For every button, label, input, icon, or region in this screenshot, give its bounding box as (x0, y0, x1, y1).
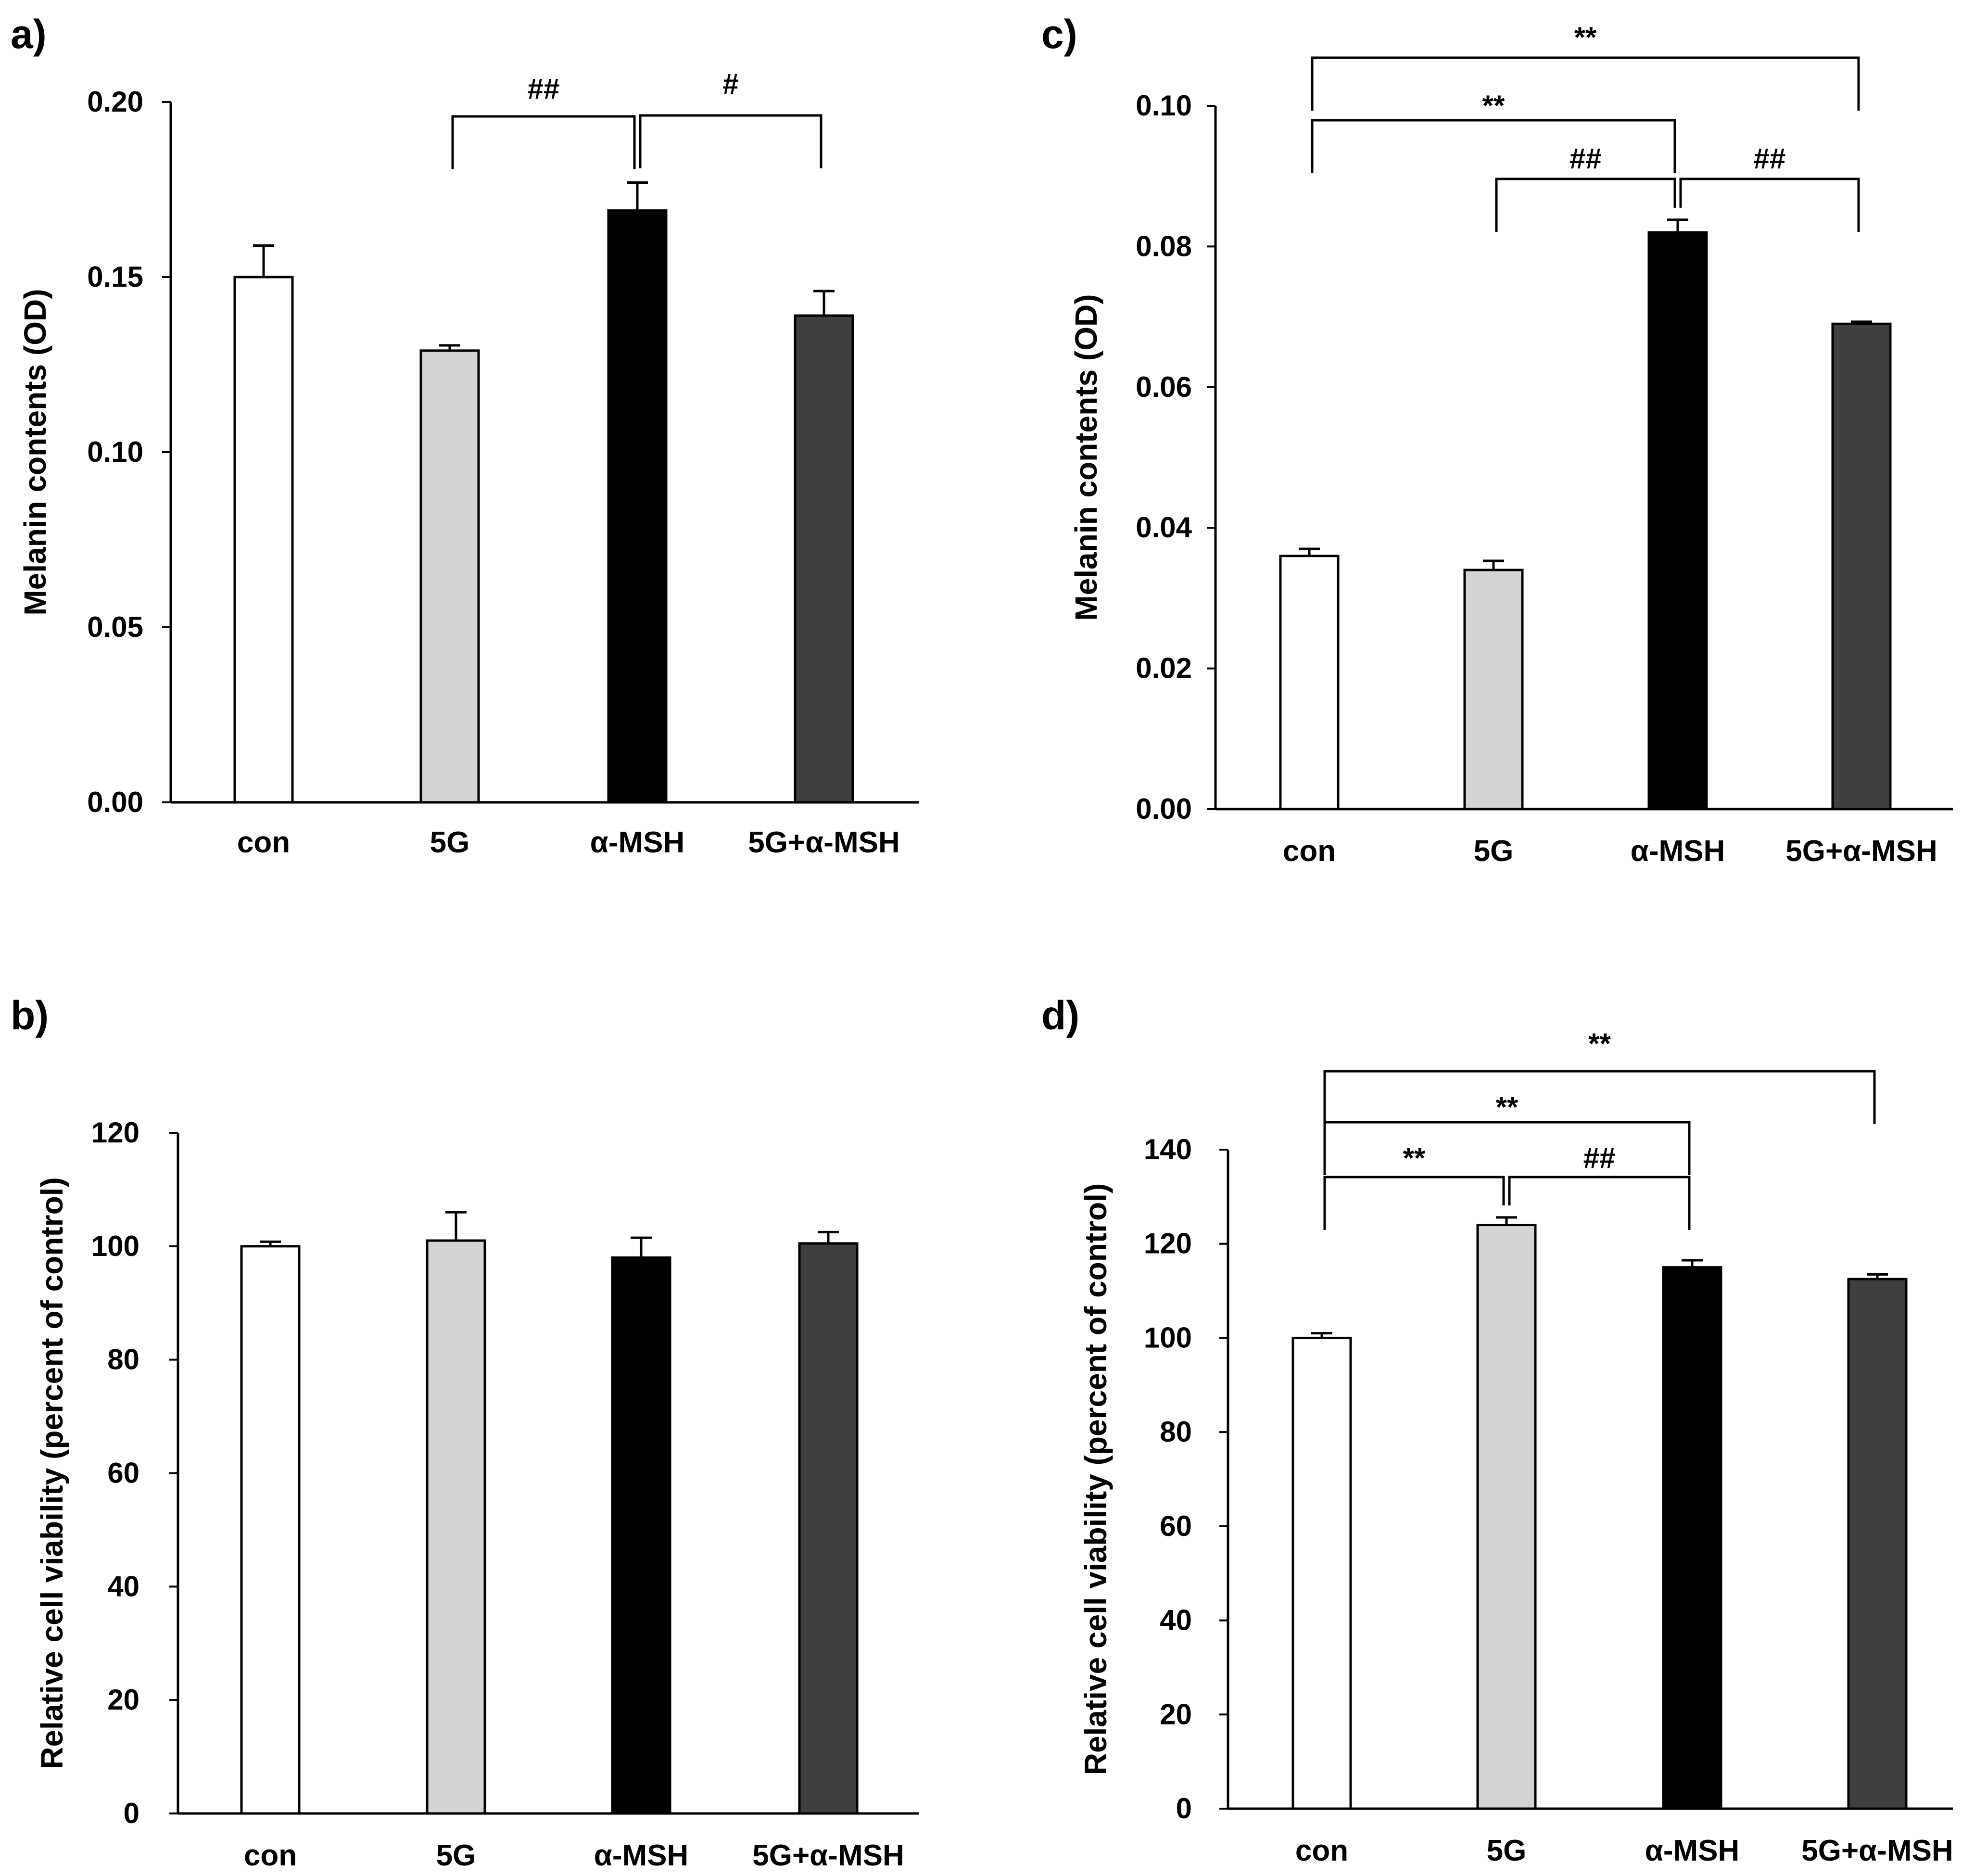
chart0-y-tick-label: 0.05 (87, 611, 143, 643)
chart0-y-tick-label: 0.10 (87, 436, 143, 468)
chart2-bar (240, 1245, 301, 1815)
chart3-significance-label: ** (1403, 1142, 1426, 1174)
chart1-y-tick-label: 0.10 (1136, 89, 1192, 122)
chart2-y-tick-label: 80 (107, 1344, 139, 1376)
chart1-y-tick-label: 0.00 (1136, 793, 1192, 825)
chart2-category-label: con (244, 1839, 297, 1872)
chart2-y-tick-label: 0 (124, 1797, 139, 1829)
chart1-category-label: 5G+α-MSH (1785, 835, 1937, 868)
chart1-panel-label: c) (1041, 12, 1077, 57)
chart3-y-tick-label: 40 (1160, 1604, 1192, 1636)
chart0-category-label: con (237, 826, 290, 859)
chart2-y-tick-label: 40 (107, 1570, 139, 1602)
chart2-y-tick-label: 120 (91, 1116, 139, 1149)
chart0-y-tick-label: 0.00 (87, 786, 143, 818)
chart3-bar (1662, 1266, 1722, 1810)
chart3-y-tick-label: 20 (1160, 1698, 1192, 1730)
chart3-y-tick-label: 80 (1160, 1416, 1192, 1448)
chart3-category-label: α-MSH (1645, 1834, 1740, 1867)
chart3-y-tick-label: 140 (1144, 1133, 1192, 1166)
chart3-y-tick-label: 60 (1160, 1510, 1192, 1542)
chart1-y-tick-label: 0.08 (1136, 230, 1192, 262)
chart3-y-tick-label: 120 (1144, 1228, 1192, 1260)
chart1-bar (1279, 555, 1340, 811)
chart0-category-label: α-MSH (590, 826, 685, 859)
chart2-y-axis-title: Relative cell viability (percent of cont… (35, 1177, 69, 1769)
chart0-category-label: 5G+α-MSH (748, 826, 899, 859)
chart1-category-label: con (1283, 835, 1336, 868)
chart3-significance-bracket (1323, 1070, 1876, 1124)
chart2-y-tick-label: 100 (91, 1230, 139, 1262)
chart0-panel-label: a) (11, 12, 47, 57)
chart3-significance-label: ** (1496, 1091, 1519, 1123)
chart1-y-tick-label: 0.06 (1136, 371, 1192, 403)
chart3-panel-label: d) (1041, 993, 1079, 1038)
chart0-y-tick-label: 0.15 (87, 261, 143, 293)
chart1-significance-label: ** (1482, 89, 1505, 122)
chart1-y-tick-label: 0.02 (1136, 652, 1192, 684)
chart2-category-label: α-MSH (594, 1839, 689, 1872)
chart1-significance-label: ## (1569, 142, 1602, 175)
chart1-y-tick-label: 0.04 (1136, 511, 1192, 544)
chart1-bar (1463, 569, 1524, 811)
chart2-bar (426, 1239, 486, 1815)
chart0-y-axis-title: Melanin contents (OD) (18, 289, 52, 615)
chart2-bar (611, 1256, 671, 1815)
chart0-bar (607, 209, 668, 804)
chart3-significance-label: ## (1583, 1142, 1616, 1174)
chart3-bar (1476, 1224, 1537, 1810)
chart0-significance-label: ## (528, 73, 560, 105)
chart2-bar (798, 1242, 859, 1815)
chart3-category-label: 5G (1487, 1834, 1527, 1867)
chart3-bar (1847, 1278, 1908, 1810)
chart3-significance-label: ** (1588, 1027, 1611, 1060)
chart2-y-tick-label: 60 (107, 1457, 139, 1489)
chart0-significance-bracket (639, 114, 823, 168)
chart2-category-label: 5G (436, 1839, 476, 1872)
chart1-category-label: 5G (1474, 835, 1514, 868)
chart0-significance-bracket (451, 115, 636, 169)
chart1-y-axis-title: Melanin contents (OD) (1069, 294, 1103, 621)
chart1-bar (1831, 322, 1892, 811)
chart0-significance-label: # (722, 68, 738, 100)
chart0-bar (233, 276, 294, 804)
chart2-panel-label: b) (11, 993, 49, 1038)
chart0-bar (419, 349, 480, 804)
chart3-significance-bracket (1323, 1121, 1691, 1175)
chart2-y-tick-label: 20 (107, 1684, 139, 1716)
chart1-significance-label: ## (1754, 142, 1786, 175)
chart2-category-label: 5G+α-MSH (752, 1839, 904, 1872)
chart0-y-tick-label: 0.20 (87, 86, 143, 118)
chart1-category-label: α-MSH (1631, 835, 1725, 868)
chart1-bar (1647, 231, 1708, 811)
chart3-y-axis-title: Relative cell viability (percent of cont… (1078, 1183, 1113, 1775)
chart3-bar (1291, 1336, 1352, 1810)
chart3-significance-bracket (1323, 1176, 1505, 1230)
chart3-category-label: con (1295, 1834, 1348, 1867)
chart1-significance-bracket (1679, 177, 1860, 232)
chart1-significance-label: ** (1574, 21, 1597, 53)
chart3-y-tick-label: 100 (1144, 1321, 1192, 1354)
chart1-significance-bracket (1311, 119, 1676, 173)
chart1-significance-bracket (1495, 177, 1676, 232)
chart0-bar (794, 314, 854, 804)
chart1-significance-bracket (1311, 56, 1860, 111)
chart3-category-label: 5G+α-MSH (1801, 1834, 1953, 1867)
chart0-category-label: 5G (430, 826, 470, 859)
chart3-y-tick-label: 0 (1176, 1792, 1192, 1825)
chart3-significance-bracket (1508, 1176, 1691, 1230)
